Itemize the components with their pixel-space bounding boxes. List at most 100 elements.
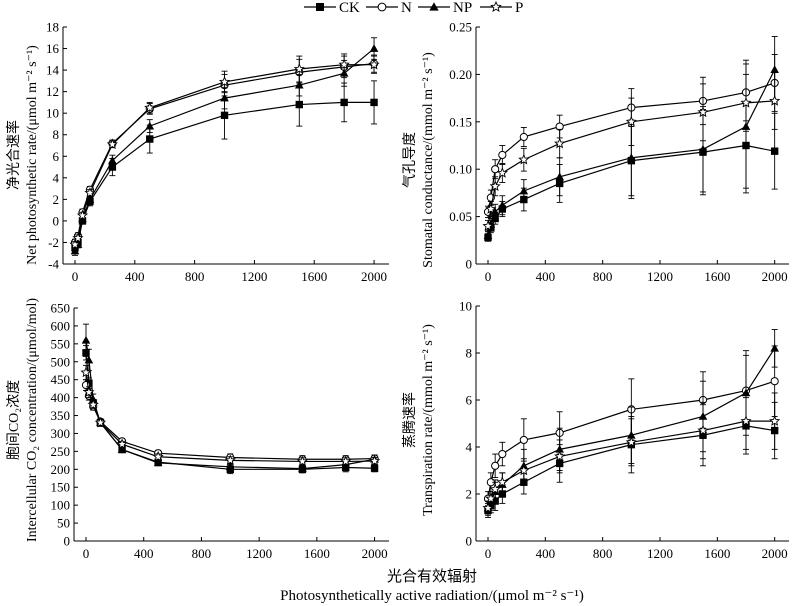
data-point [554, 450, 566, 462]
data-point [153, 458, 163, 467]
series-p [80, 364, 381, 467]
data-point [368, 455, 381, 466]
data-point [498, 449, 507, 459]
data-point [625, 115, 637, 127]
x-tick-label: 2000 [762, 546, 788, 561]
data-point [69, 238, 81, 250]
x-axis-label-en: Photosynthetically active radiation/(μmo… [280, 588, 584, 604]
data-point [770, 343, 779, 352]
y-axis-label-en: Transpiration rate/(mmol m⁻² s⁻¹) [421, 324, 436, 516]
data-point [295, 100, 303, 109]
x-tick-label: 800 [593, 269, 613, 284]
data-point [338, 58, 350, 70]
x-tick-label: 1200 [647, 269, 673, 284]
data-point [145, 121, 155, 130]
data-point [117, 445, 127, 453]
series-p [482, 392, 781, 516]
y-axis-label-en: Net photosynthetic rate/(μmol m⁻² s⁻¹) [25, 45, 40, 265]
y-tick-label: 14 [46, 63, 60, 78]
data-point [698, 144, 708, 153]
panel-intercellular-co2: 胞间CO₂浓度 Intercellular CO₂ concentration/… [6, 298, 389, 561]
data-point [224, 454, 236, 466]
legend-marker-ck [315, 3, 324, 11]
y-tick-label: 350 [51, 408, 71, 423]
data-point [370, 464, 379, 472]
y-tick-label: 550 [51, 336, 71, 351]
series-line [487, 69, 776, 236]
data-point [485, 203, 497, 214]
y-tick-label: 0 [64, 534, 71, 549]
x-tick-label: 1600 [704, 546, 730, 561]
data-point [627, 153, 636, 162]
series-line [487, 100, 775, 227]
data-point [740, 96, 752, 108]
x-tick-label: 0 [83, 546, 90, 561]
y-tick-label: 250 [51, 444, 71, 459]
y-tick-label: 450 [51, 372, 71, 387]
y-tick-label: 4 [466, 440, 473, 455]
y-tick-label: 50 [57, 516, 70, 531]
data-point [293, 63, 305, 74]
series-line [487, 82, 775, 212]
data-point [519, 186, 529, 195]
y-tick-label: 300 [51, 426, 71, 441]
panel-net-photosynthetic-rate: 净光合速率 Net photosynthetic rate/(μmol m⁻² … [5, 20, 389, 284]
data-point [368, 58, 380, 70]
series-line [85, 340, 375, 470]
data-point [483, 231, 493, 239]
y-tick-label: 0.05 [449, 209, 472, 224]
y-tick-label: 6 [53, 149, 60, 164]
data-point [94, 416, 107, 428]
data-point [108, 156, 117, 164]
y-tick-label: 4 [53, 170, 60, 185]
series-n [81, 379, 379, 464]
data-point [294, 80, 304, 89]
data-point [116, 438, 128, 449]
series-line [487, 420, 775, 509]
y-tick-label: 0.20 [449, 67, 472, 82]
y-tick-label: 400 [51, 390, 71, 405]
x-tick-label: 2000 [362, 546, 388, 561]
series-p [482, 72, 781, 233]
data-point [83, 386, 95, 397]
legend-label-p: P [515, 0, 523, 16]
data-point [491, 165, 500, 174]
y-tick-label: 500 [51, 354, 71, 369]
data-point [740, 415, 752, 426]
data-point [106, 138, 118, 150]
data-point [76, 209, 89, 221]
y-tick-label: -4 [48, 257, 59, 272]
data-point [555, 172, 564, 181]
y-tick-label: 0.10 [449, 162, 472, 177]
y-tick-label: 650 [51, 301, 71, 316]
y-tick-label: 6 [466, 393, 473, 408]
series-line [85, 372, 375, 463]
y-axis-label-en: Intercellular CO₂ concentration/(μmol/mo… [25, 298, 40, 542]
x-tick-label: 1200 [241, 269, 267, 284]
data-point [518, 464, 530, 476]
open-circle-marker [377, 2, 387, 12]
y-tick-label: 100 [51, 498, 71, 513]
data-point [84, 187, 96, 198]
y-axis-label-cn: 净光合速率 [5, 120, 22, 190]
x-tick-label: 800 [593, 546, 613, 561]
data-point [554, 137, 566, 149]
data-point [482, 220, 494, 231]
y-tick-label: 16 [46, 41, 60, 56]
x-axis-label-cn: 光合有效辐射 [387, 568, 477, 585]
x-tick-label: 0 [72, 269, 79, 284]
y-tick-label: 600 [51, 318, 71, 333]
x-tick-label: 1600 [704, 269, 730, 284]
data-point [518, 153, 530, 165]
y-tick-label: 18 [46, 20, 59, 35]
data-point [491, 461, 500, 470]
data-point [296, 455, 309, 467]
filled-triangle-marker [429, 2, 439, 11]
y-axis-label-cn: 蒸腾速率 [401, 392, 418, 448]
y-tick-label: 8 [466, 346, 473, 361]
x-tick-label: 1200 [647, 546, 673, 561]
y-tick-label: 10 [459, 299, 472, 314]
y-tick-label: 0 [53, 213, 60, 228]
data-point [370, 98, 378, 107]
